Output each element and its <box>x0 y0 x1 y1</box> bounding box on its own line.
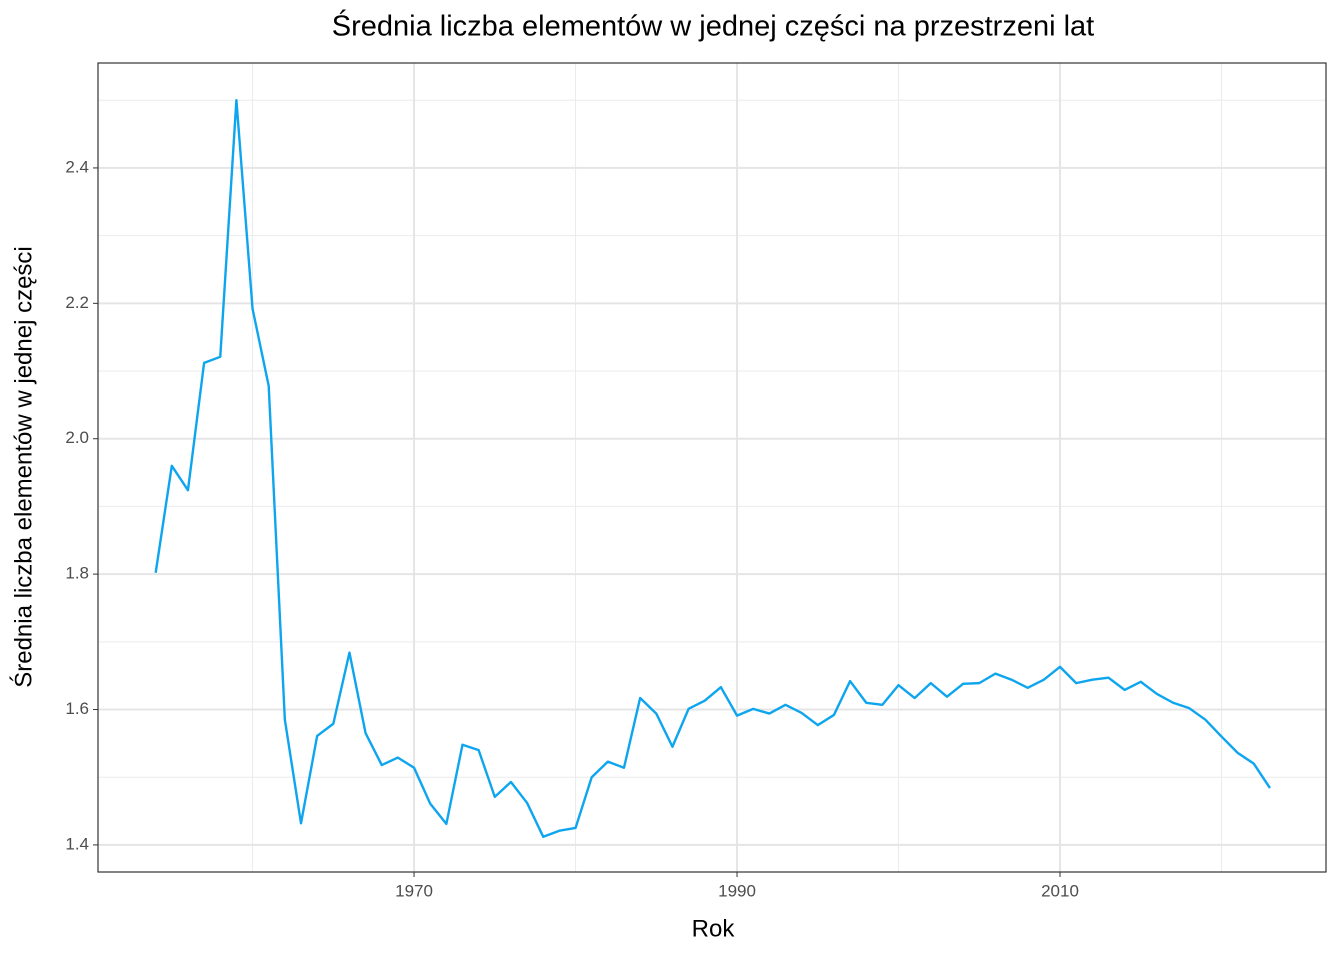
y-tick-label: 1.8 <box>65 564 89 583</box>
y-tick-label: 1.4 <box>65 834 89 853</box>
y-tick-label: 2.2 <box>65 293 89 312</box>
y-tick-label: 2.4 <box>65 157 89 176</box>
plot-border <box>97 62 1327 873</box>
chart-title: Średnia liczba elementów w jednej części… <box>332 9 1094 43</box>
y-tick-label: 1.6 <box>65 699 89 718</box>
y-tick-label: 2.0 <box>65 428 89 447</box>
x-axis-label: Rok <box>692 915 736 942</box>
x-tick-label: 1970 <box>395 881 433 900</box>
y-axis-label: Średnia liczba elementów w jednej części <box>9 246 37 688</box>
x-tick-label: 1990 <box>718 881 756 900</box>
x-tick-label: 2010 <box>1041 881 1079 900</box>
line-series <box>154 99 1271 838</box>
